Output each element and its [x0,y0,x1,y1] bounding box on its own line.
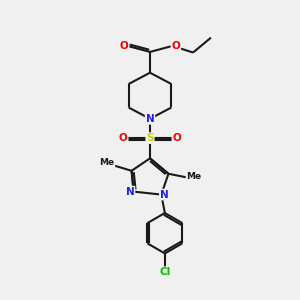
Text: O: O [119,133,128,143]
Text: N: N [146,114,154,124]
Text: Me: Me [186,172,202,181]
Text: N: N [160,190,169,200]
Text: Cl: Cl [159,267,170,277]
Text: O: O [172,133,181,143]
Text: Me: Me [99,158,115,167]
Text: N: N [126,187,134,196]
Text: S: S [146,133,154,143]
Text: O: O [120,41,128,51]
Text: O: O [172,41,180,51]
